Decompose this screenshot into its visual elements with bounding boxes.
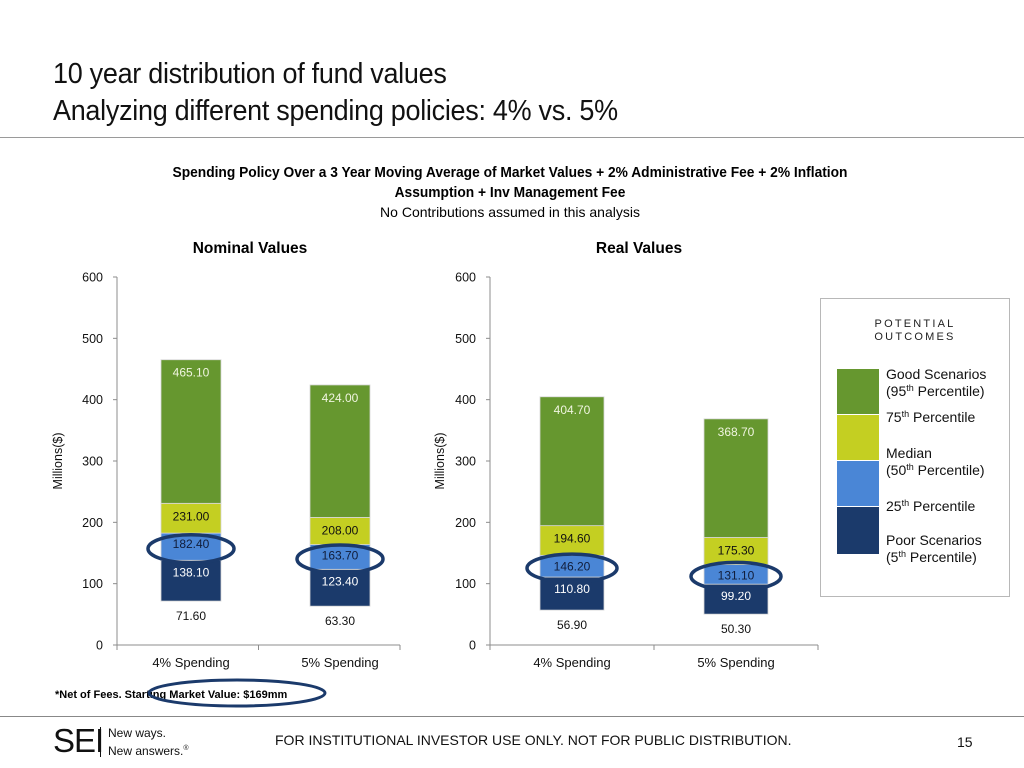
real-label-p5: 56.90 [557, 618, 587, 632]
nominal-y-tick-label: 500 [82, 332, 103, 346]
real-y-tick-label: 600 [455, 271, 476, 285]
nominal-median-highlight-ring [295, 543, 385, 575]
legend-heading-line-1: POTENTIAL [874, 318, 956, 330]
legend-swatch-good [837, 369, 879, 414]
real-y-axis-label: Millions($) [433, 433, 447, 490]
legend-swatch-poor [837, 507, 879, 554]
legend-label-median: Median (50th Percentile) [886, 445, 985, 479]
legend-label-25th: 25th Percentile [886, 498, 976, 514]
real-bar-5pct-p75-95 [703, 418, 769, 538]
chart-subtitle: Spending Policy Over a 3 Year Moving Ave… [83, 163, 938, 203]
logo-tagline: New ways. New answers.® [108, 725, 189, 759]
real-bar-4pct-p75-95 [539, 396, 605, 527]
real-label-p95: 368.70 [718, 425, 755, 439]
nominal-label-p25: 123.40 [322, 574, 359, 588]
subtitle-line-1: Spending Policy Over a 3 Year Moving Ave… [172, 165, 848, 181]
slide-title: 10 year distribution of fund values Anal… [53, 56, 618, 130]
nominal-y-axis-label: Millions($) [51, 433, 65, 490]
nominal-label-p50: 182.40 [173, 537, 210, 551]
subtitle-note: No Contributions assumed in this analysi… [380, 204, 640, 220]
real-label-p25: 110.80 [554, 582, 590, 596]
nominal-y-tick-label: 100 [82, 577, 103, 591]
nominal-label-p95: 465.10 [173, 366, 210, 380]
nominal-bar-4pct-p75-95 [160, 359, 222, 504]
legend-swatch-75th [837, 415, 879, 460]
real-label-p75: 175.30 [718, 543, 755, 557]
real-median-highlight-ring [525, 552, 619, 584]
real-label-p25: 99.20 [721, 589, 751, 603]
title-line-1: 10 year distribution of fund values [53, 58, 447, 90]
nominal-y-tick-label: 400 [82, 393, 103, 407]
nominal-y-tick-label: 300 [82, 455, 103, 469]
legend-label-good: Good Scenarios (95th Percentile) [886, 366, 986, 400]
title-line-2: Analyzing different spending policies: 4… [53, 95, 618, 127]
legend-heading-line-2: OUTCOMES [874, 331, 956, 343]
nominal-bar-4pct-p50-75 [160, 502, 222, 534]
legend-label-poor: Poor Scenarios (5th Percentile) [886, 532, 982, 566]
legend-good-line-2: (95th Percentile) [886, 383, 985, 399]
tagline-line-1: New ways. [108, 726, 167, 740]
real-median-highlight-ring [689, 560, 783, 593]
distribution-disclaimer: FOR INSTITUTIONAL INVESTOR USE ONLY. NOT… [275, 732, 792, 748]
real-label-p75: 194.60 [554, 532, 591, 546]
sei-logo: SEI [53, 722, 104, 759]
real-label-p50: 146.20 [554, 559, 591, 573]
nominal-bar-5pct-p25-50 [309, 544, 371, 570]
real-label-p5: 50.30 [721, 622, 751, 636]
nominal-label-p75: 231.00 [173, 509, 210, 523]
real-label-p95: 404.70 [554, 403, 591, 417]
nominal-bar-5pct-p75-95 [309, 384, 371, 518]
nominal-y-tick-label: 200 [82, 516, 103, 530]
legend-median-line-1: Median [886, 445, 932, 461]
nominal-x-tick-label: 4% Spending [152, 655, 229, 670]
legend-label-75th: 75th Percentile [886, 409, 976, 425]
real-x-tick-label: 4% Spending [533, 655, 610, 670]
real-y-tick-label: 500 [455, 332, 476, 346]
legend-swatch-median [837, 461, 879, 506]
legend-poor-line-1: Poor Scenarios [886, 532, 982, 548]
real-y-tick-label: 300 [455, 455, 476, 469]
nominal-bar-5pct-p50-75 [309, 517, 371, 545]
nominal-chart-title: Nominal Values [192, 240, 308, 257]
legend: POTENTIAL OUTCOMES Good Scenarios (95th … [820, 298, 1010, 597]
nominal-label-p95: 424.00 [322, 391, 359, 405]
nominal-label-p50: 163.70 [322, 549, 359, 563]
nominal-label-p5: 63.30 [325, 614, 355, 628]
legend-poor-line-2: (5th Percentile) [886, 549, 977, 565]
legend-heading: POTENTIAL OUTCOMES [821, 318, 1009, 344]
real-y-tick-label: 200 [455, 516, 476, 530]
title-divider [0, 137, 1024, 138]
nominal-label-p5: 71.60 [176, 609, 206, 623]
nominal-median-highlight-ring [146, 532, 236, 565]
real-y-tick-label: 400 [455, 393, 476, 407]
nominal-label-p75: 208.00 [322, 523, 359, 537]
nominal-y-tick-label: 600 [82, 271, 103, 285]
real-y-tick-label: 0 [469, 639, 476, 653]
footer-divider [0, 716, 1024, 717]
tagline-line-2: New answers.® [108, 744, 189, 758]
nominal-x-tick-label: 5% Spending [301, 655, 378, 670]
real-x-tick-label: 5% Spending [697, 655, 774, 670]
nominal-y-tick-label: 0 [96, 639, 103, 653]
page-number: 15 [957, 734, 973, 750]
real-label-p50: 131.10 [718, 569, 755, 583]
nominal-label-p25: 138.10 [173, 565, 210, 579]
footnote: *Net of Fees. Starting Market Value: $16… [55, 689, 288, 701]
real-y-tick-label: 100 [455, 577, 476, 591]
nominal-bar-4pct-p5-25 [160, 559, 222, 602]
logo-divider [100, 727, 101, 757]
legend-good-line-1: Good Scenarios [886, 366, 987, 382]
legend-median-line-2: (50th Percentile) [886, 462, 985, 478]
subtitle-line-2: Assumption + Inv Management Fee [394, 185, 626, 201]
real-chart-title: Real Values [595, 240, 683, 257]
